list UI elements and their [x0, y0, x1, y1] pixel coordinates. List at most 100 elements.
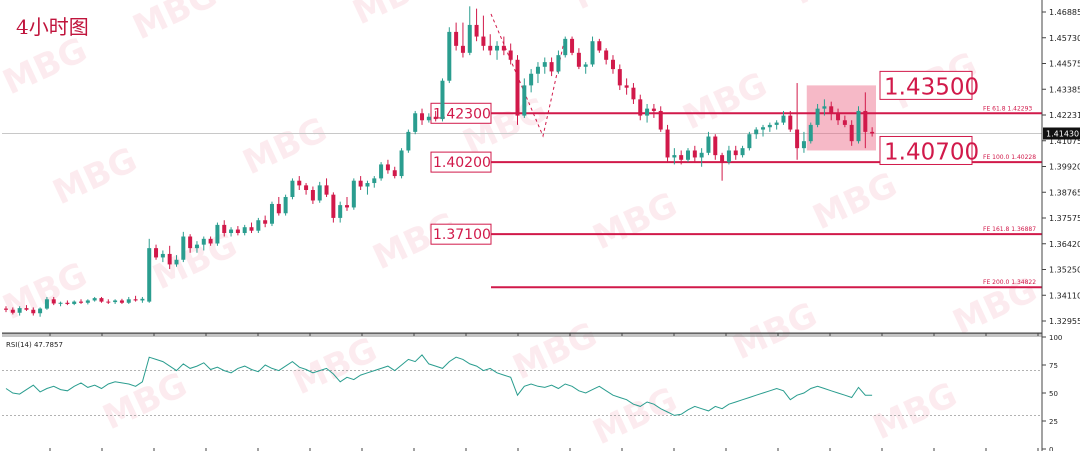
candle-body — [570, 38, 575, 53]
candle-body — [406, 131, 411, 151]
candle-body — [556, 55, 561, 72]
candle-body — [740, 148, 745, 156]
candle-body — [447, 31, 452, 81]
rsi-tick-label: 25 — [1049, 418, 1058, 426]
candle-body — [79, 301, 84, 303]
level-label: 1.40200 — [433, 155, 491, 171]
candle-body — [399, 150, 404, 177]
candle-body — [481, 36, 486, 46]
candle-body — [692, 150, 697, 158]
candle-body — [174, 259, 179, 265]
rsi-tick-label: 100 — [1049, 334, 1062, 342]
candle-body — [788, 115, 793, 130]
rsi-panel: RSI(14) 47.7857 — [2, 341, 1042, 416]
candle-body — [535, 66, 540, 74]
candle-body — [583, 64, 588, 67]
level-label-box — [430, 151, 492, 173]
candle-body — [379, 164, 384, 179]
candle-body — [761, 127, 766, 130]
y-tick-label: 1.32955 — [1049, 317, 1080, 326]
candle-body — [92, 298, 97, 301]
y-tick-label: 1.37575 — [1049, 214, 1080, 223]
candle-body — [235, 229, 240, 234]
y-tick-label: 1.42231 — [1049, 111, 1080, 120]
candle-body — [638, 99, 643, 116]
candle-body — [467, 24, 472, 53]
y-tick-label: 1.46885 — [1049, 8, 1080, 17]
candle-body — [515, 59, 520, 116]
fe-label: FE 161.8 1.36887 — [983, 226, 1036, 233]
candle-body — [822, 106, 827, 109]
candle-body — [474, 24, 479, 37]
candle-body — [774, 122, 779, 125]
candle-body — [495, 45, 500, 51]
candle-body — [133, 299, 138, 301]
candle-body — [58, 302, 63, 304]
candle-body — [72, 301, 77, 304]
candle-body — [310, 190, 315, 201]
candle-body — [385, 164, 390, 171]
candle-body — [597, 41, 602, 51]
candle-body — [795, 129, 800, 149]
candle-body — [836, 113, 841, 121]
candle-body — [256, 220, 261, 231]
candle-body — [249, 227, 254, 231]
candle-body — [31, 309, 36, 314]
y-tick-label: 1.43385 — [1049, 85, 1080, 94]
y-tick-label: 1.35250 — [1049, 266, 1080, 275]
candle-body — [85, 300, 90, 303]
candle-body — [317, 185, 322, 201]
fe-label: FE 100.0 1.40228 — [983, 154, 1036, 161]
candle-body — [160, 253, 165, 258]
candle-body — [10, 309, 15, 313]
candle-body — [208, 238, 213, 244]
candle-body — [215, 224, 220, 244]
candle-body — [392, 170, 397, 177]
candle-body — [167, 253, 172, 265]
price-panel: FE 61.8 1.42293 1.42300 FE 100.0 1.40228 1.… — [4, 6, 1042, 317]
candle-body — [679, 155, 684, 160]
candle-body — [747, 134, 752, 149]
candle-body — [324, 185, 329, 195]
candle-body — [863, 110, 868, 132]
candle-body — [454, 31, 459, 46]
candle-body — [542, 62, 547, 67]
candle-body — [420, 113, 425, 121]
current-price-badge — [1043, 127, 1080, 140]
candle-body — [51, 299, 56, 304]
candle-body — [733, 150, 738, 156]
y-tick-label: 1.34110 — [1049, 291, 1080, 300]
zone-label-box — [879, 135, 973, 165]
current-price-label: 1.41430 — [1046, 130, 1079, 139]
candle-body — [631, 87, 636, 100]
level-label-box — [430, 223, 492, 245]
candle-body — [563, 38, 568, 56]
candle-body — [194, 244, 199, 249]
candle-body — [508, 50, 513, 60]
candle-body — [610, 59, 615, 70]
level-label: 1.37100 — [433, 227, 491, 243]
candle-body — [590, 41, 595, 65]
candle-body — [624, 85, 629, 88]
zone-label: 1.43500 — [884, 74, 979, 100]
candle-body — [331, 194, 336, 218]
candle-body — [126, 299, 131, 303]
candle-body — [188, 236, 193, 249]
candle-body — [665, 129, 670, 158]
candle-body — [181, 236, 186, 260]
y-tick-label: 1.38765 — [1049, 188, 1080, 197]
candle-body — [686, 150, 690, 160]
candle-body — [358, 180, 363, 187]
candle-body — [726, 150, 731, 163]
candle-body — [460, 45, 465, 53]
candle-body — [65, 302, 70, 304]
candle-body — [720, 155, 725, 163]
candle-body — [426, 116, 431, 121]
candle-body — [870, 131, 875, 134]
candle-body — [849, 124, 854, 142]
candle-body — [801, 141, 806, 149]
candle-body — [38, 308, 43, 314]
